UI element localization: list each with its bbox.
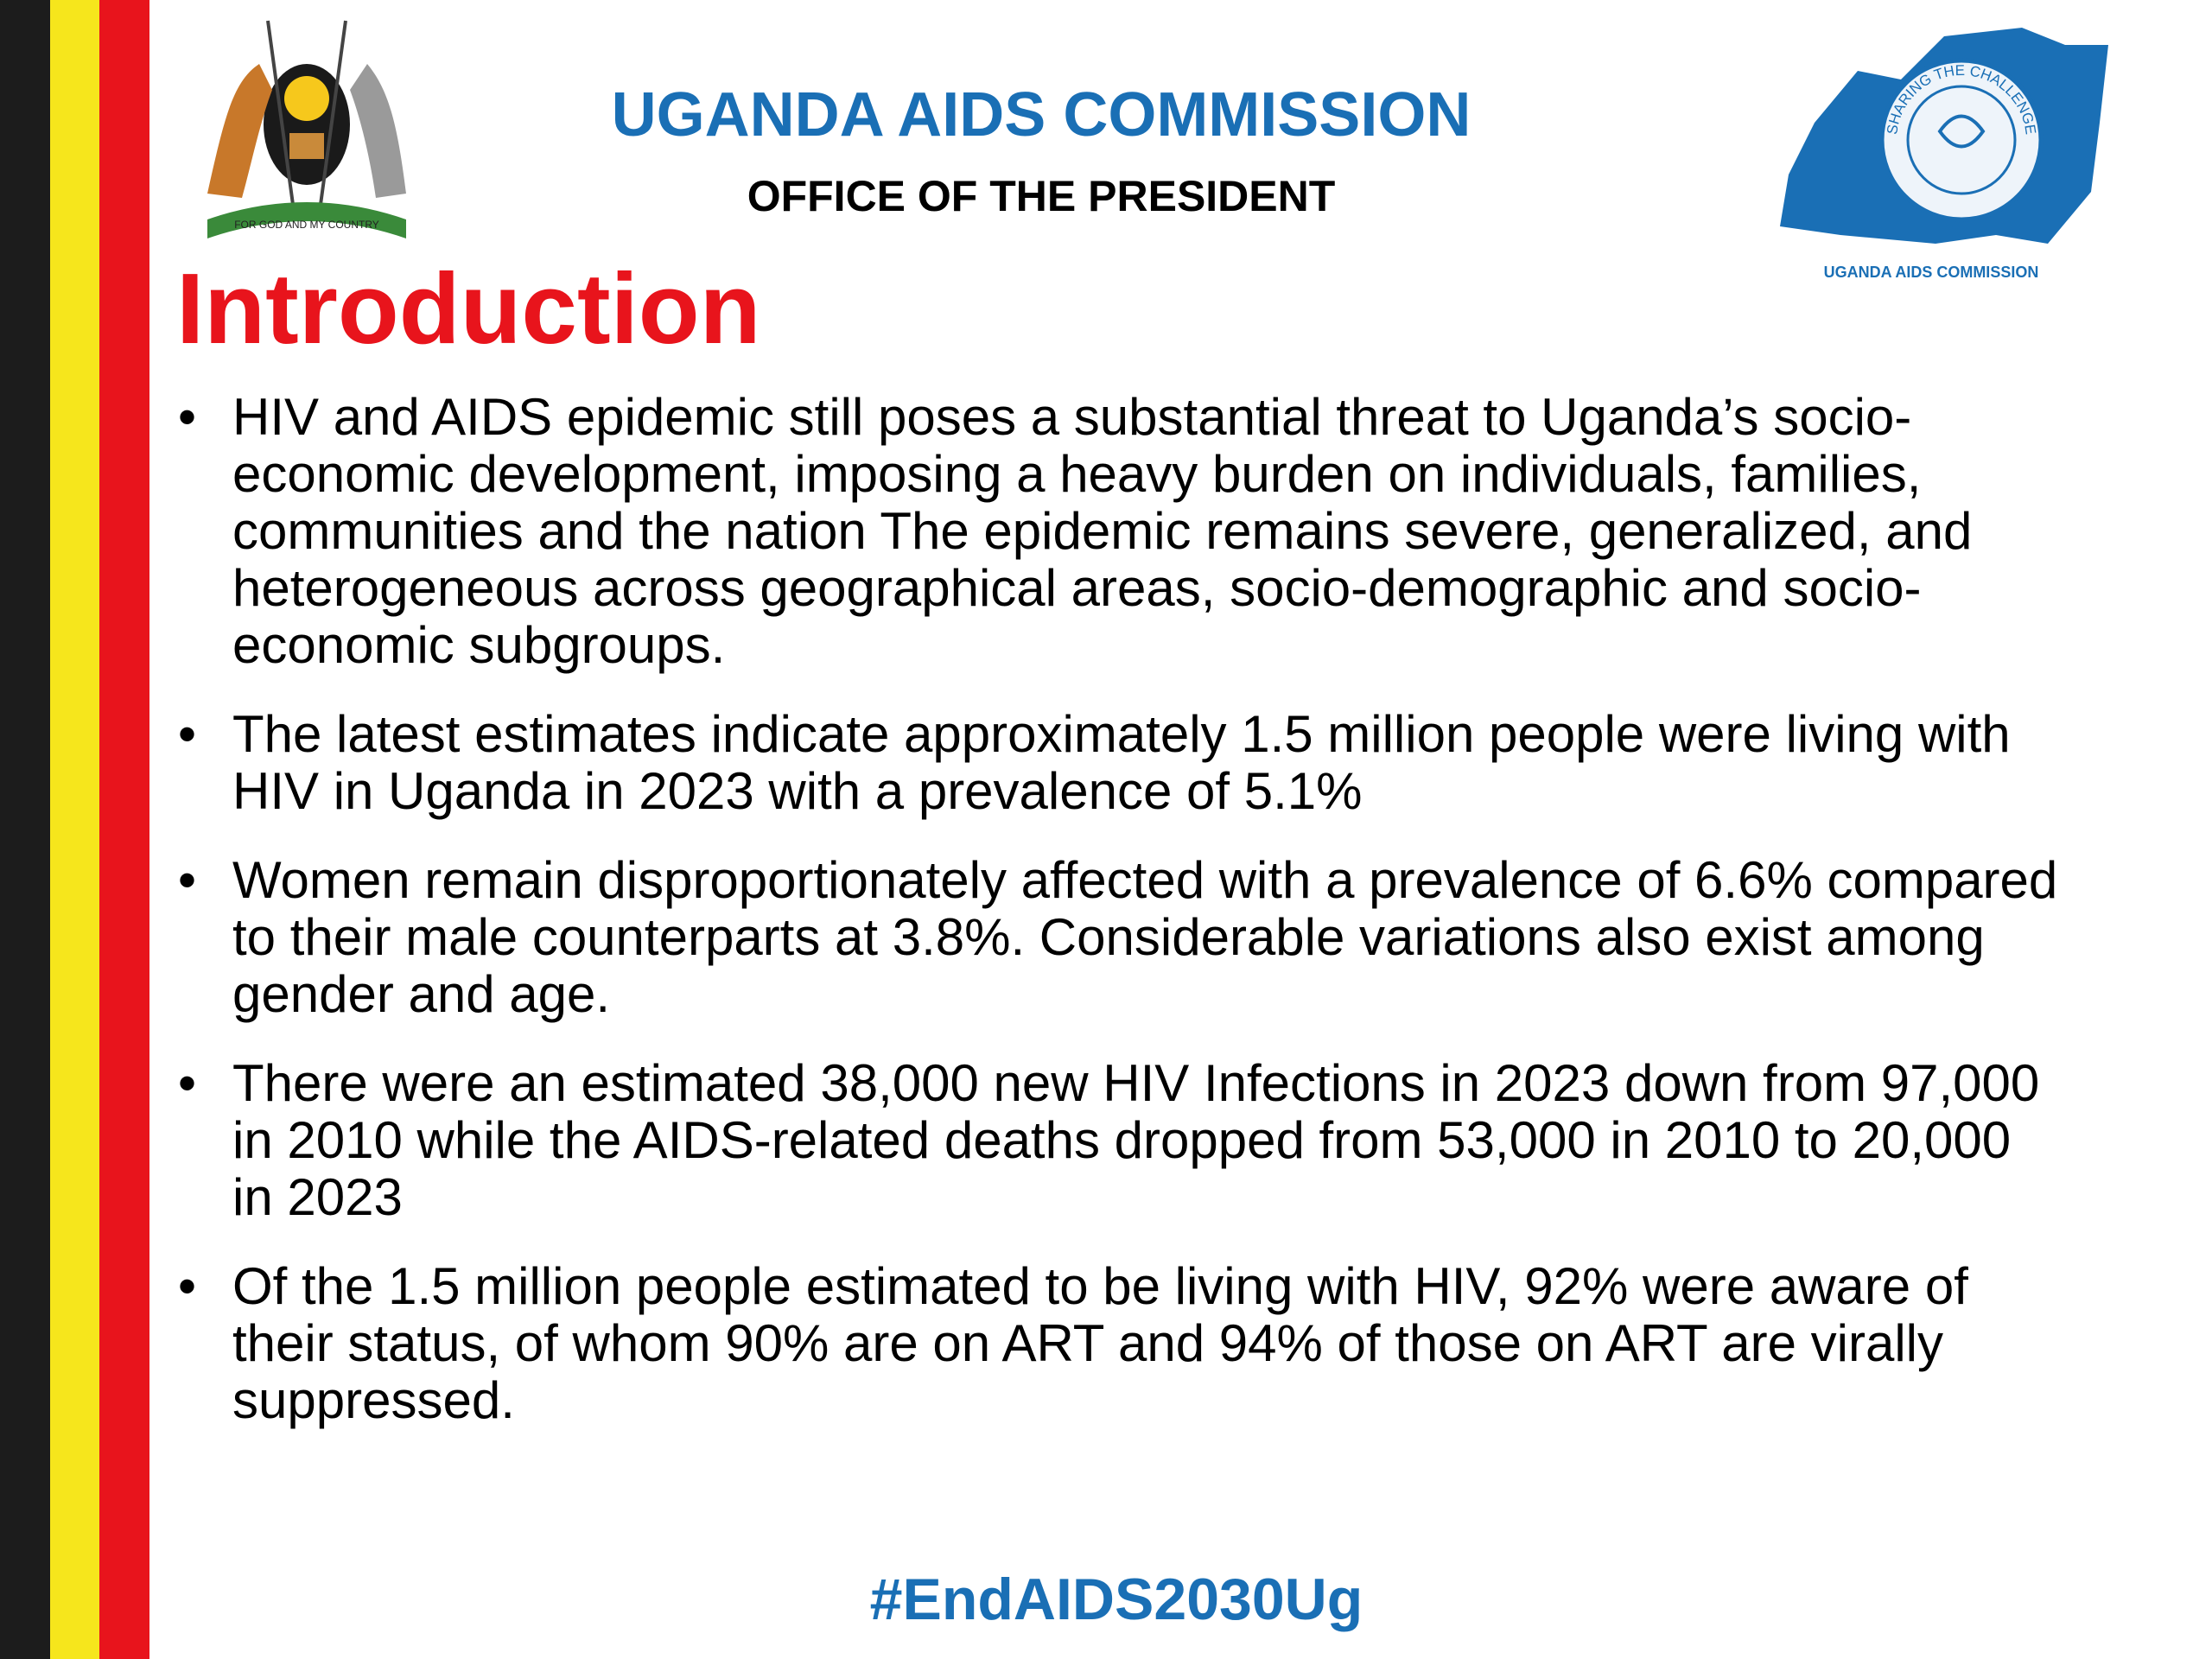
flag-stripe-yellow — [50, 0, 99, 1659]
bullet: Women remain disproportionately affected… — [178, 852, 2062, 1023]
flag-stripe-black — [0, 0, 50, 1659]
commission-logo: SHARING THE CHALLENGE UGANDA AIDS COMMIS… — [1780, 28, 2108, 281]
header-title: UGANDA AIDS COMMISSION — [611, 80, 1471, 149]
motto: FOR GOD AND MY COUNTRY — [234, 219, 379, 231]
coat-of-arms: FOR GOD AND MY COUNTRY — [207, 20, 406, 238]
header-subtitle: OFFICE OF THE PRESIDENT — [747, 172, 1336, 220]
flag-stripe-red — [99, 0, 149, 1659]
bullet: Of the 1.5 million people estimated to b… — [178, 1258, 2062, 1429]
hashtag: #EndAIDS2030Ug — [869, 1567, 1363, 1632]
slide-title: Introduction — [176, 252, 761, 365]
logo-caption: UGANDA AIDS COMMISSION — [1824, 264, 2039, 281]
bullet-list: HIV and AIDS epidemic still poses a subs… — [178, 389, 2062, 1461]
bullet: The latest estimates indicate approximat… — [178, 706, 2062, 820]
bullet: HIV and AIDS epidemic still poses a subs… — [178, 389, 2062, 674]
bullet: There were an estimated 38,000 new HIV I… — [178, 1055, 2062, 1226]
